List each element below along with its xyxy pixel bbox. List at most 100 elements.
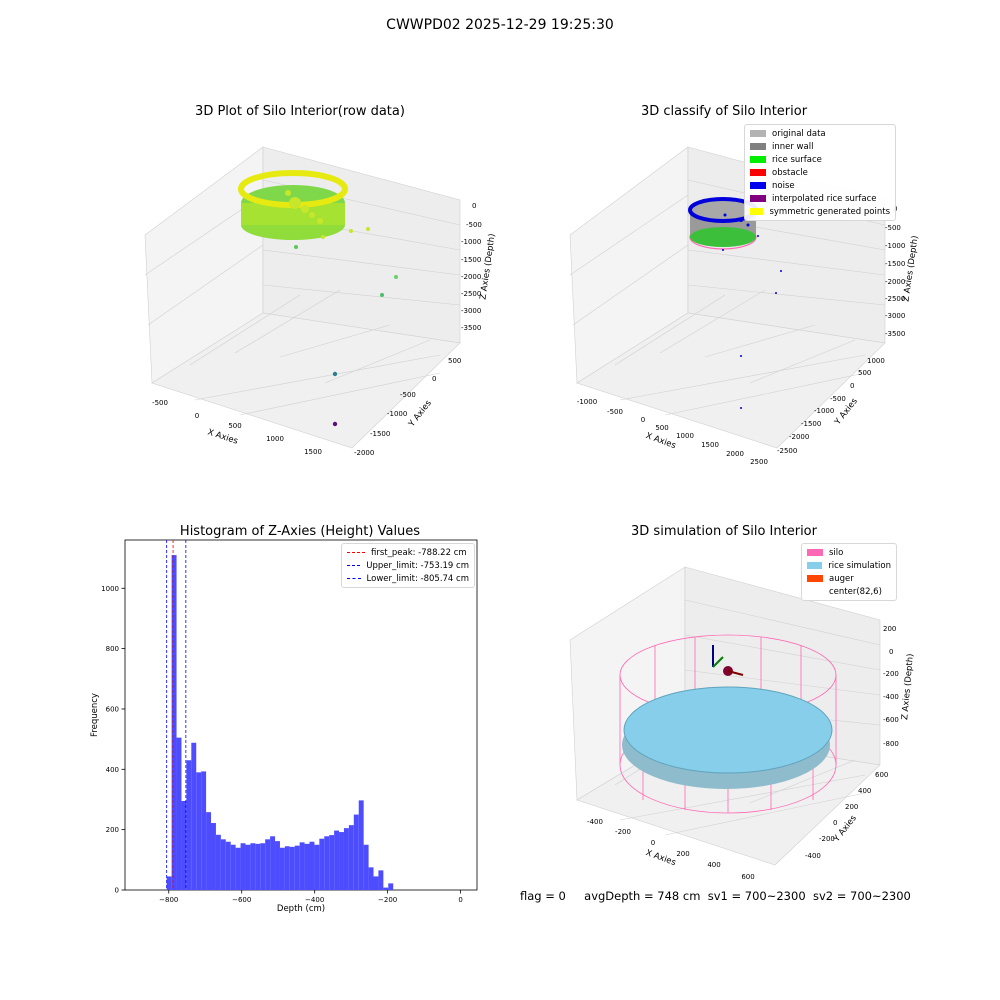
sim-ztick: 0 xyxy=(889,648,893,656)
legend-item-first-peak: first_peak: -788.22 cm xyxy=(347,546,469,559)
simulation-3d-plot: -400 -200 0 200 400 600 X Axies 600 400 … xyxy=(569,566,916,881)
raw-xtick: 0 xyxy=(195,412,199,420)
raw-ytick: -500 xyxy=(400,391,416,399)
raw-ztick: -1000 xyxy=(461,238,481,246)
y-tick-label: 0 xyxy=(115,887,119,895)
y-tick-label: 800 xyxy=(106,645,119,653)
raw-xtick: 1000 xyxy=(266,435,284,443)
histogram-ylabel: Frequency xyxy=(90,693,100,737)
sim-ytick: 200 xyxy=(845,803,858,811)
raw-xtick: 500 xyxy=(228,422,241,430)
legend-item-rice-simulation: rice simulation xyxy=(807,559,891,572)
legend-label: silo xyxy=(829,547,844,558)
legend-item-inner-wall: inner wall xyxy=(750,140,890,153)
flag-text: flag = 0 xyxy=(520,889,566,903)
sim-ylabel: Y Axies xyxy=(831,813,859,845)
histogram-bar xyxy=(378,870,384,890)
classify-xtick: 1000 xyxy=(676,432,694,440)
legend-swatch xyxy=(750,156,766,163)
raw-ztick: -500 xyxy=(466,221,482,229)
histogram-legend: first_peak: -788.22 cm Upper_limit: -753… xyxy=(341,543,475,588)
histogram-bar xyxy=(275,841,280,890)
raw-ylabel: Y Axies xyxy=(406,398,434,430)
sim-ytick: -400 xyxy=(805,852,821,860)
legend-label: auger xyxy=(829,573,854,584)
classify-xtick: -1000 xyxy=(577,398,597,406)
sim-xtick: 600 xyxy=(741,873,754,881)
legend-item-interpolated-rice-surface: interpolated rice surface xyxy=(750,192,890,205)
status-footer: flag = 0 avgDepth = 748 cm sv1 = 700~230… xyxy=(520,889,911,903)
legend-label: original data xyxy=(772,128,826,139)
histogram-bar xyxy=(166,876,172,890)
sim-ztick: -600 xyxy=(883,716,899,724)
legend-item-silo: silo xyxy=(807,546,891,559)
classify-xlabel: X Axies xyxy=(644,431,677,451)
histogram-bar xyxy=(250,843,256,890)
y-tick-label: 1000 xyxy=(101,585,119,593)
legend-swatch xyxy=(807,588,823,595)
sim-xtick: 0 xyxy=(651,839,655,847)
sim-xtick: -200 xyxy=(615,828,631,836)
classify-ztick: -3500 xyxy=(885,330,905,338)
sim-ytick: 0 xyxy=(833,819,837,827)
histogram-bar xyxy=(260,843,266,890)
legend-swatch xyxy=(807,549,823,556)
histogram-bar xyxy=(230,844,236,890)
histogram-bar xyxy=(299,842,305,890)
legend-label: center(82,6) xyxy=(829,586,882,597)
legend-dash xyxy=(347,552,365,553)
legend-label: first_peak: -788.22 cm xyxy=(371,547,467,558)
classify-ytick: 1000 xyxy=(867,357,885,365)
classify-ztick: -500 xyxy=(885,224,901,232)
classify-ztick: -2500 xyxy=(885,295,905,303)
histogram-bar xyxy=(373,876,379,890)
raw-ztick: -2000 xyxy=(461,273,481,281)
y-tick-label: 200 xyxy=(106,826,119,834)
sim-xtick: 400 xyxy=(707,861,720,869)
sim-ztick: 200 xyxy=(883,625,896,633)
sim-xlabel: X Axies xyxy=(644,848,677,868)
classify-xtick: 2000 xyxy=(726,450,744,458)
x-tick-label: −800 xyxy=(159,896,178,904)
y-tick-label: 600 xyxy=(106,705,119,713)
legend-item-symmetric-generated-points: symmetric generated points xyxy=(750,205,890,218)
legend-item-auger: auger xyxy=(807,572,891,585)
classify-xtick: 500 xyxy=(655,424,668,432)
legend-label: noise xyxy=(772,180,795,191)
legend-dash xyxy=(347,565,361,566)
histogram-bar xyxy=(368,867,374,890)
legend-item-lower-limit: Lower_limit: -805.74 cm xyxy=(347,572,469,585)
legend-item-upper-limit: Upper_limit: -753.19 cm xyxy=(347,559,469,572)
histogram-bar xyxy=(245,844,251,890)
legend-swatch xyxy=(750,208,764,215)
raw-plot-title: 3D Plot of Silo Interior(row data) xyxy=(195,104,405,119)
classify-ytick: -1000 xyxy=(814,407,834,415)
classify-xtick: 0 xyxy=(641,416,645,424)
sim-ztick: -200 xyxy=(883,670,899,678)
raw-ytick: -1500 xyxy=(370,430,390,438)
histogram-bar xyxy=(324,836,330,890)
histogram-bar xyxy=(319,838,325,890)
raw-ytick: 0 xyxy=(432,375,436,383)
sv1-text: sv1 = 700~2300 xyxy=(707,889,806,903)
x-tick-label: −600 xyxy=(232,896,251,904)
sim-ztick: -800 xyxy=(883,740,899,748)
x-tick-label: −200 xyxy=(378,896,397,904)
classify-ytick: -2000 xyxy=(789,433,809,441)
histogram-bar xyxy=(206,812,212,890)
legend-label: inner wall xyxy=(772,141,814,152)
classify-ztick: -3000 xyxy=(885,312,905,320)
legend-swatch xyxy=(750,130,766,137)
classify-3d-plot: -1000 -500 0 500 1000 1500 2000 2500 X A… xyxy=(569,146,921,466)
classify-ytick: -500 xyxy=(830,395,846,403)
legend-swatch xyxy=(750,143,766,150)
classify-ytick: 500 xyxy=(858,369,871,377)
classify-ytick: 0 xyxy=(850,382,854,390)
histogram-bar xyxy=(270,836,276,890)
legend-item-obstacle: obstacle xyxy=(750,166,890,179)
histogram-bar xyxy=(240,843,246,890)
histogram-bar xyxy=(348,825,354,890)
histogram-bar xyxy=(225,841,231,890)
simulation-plot-title: 3D simulation of Silo Interior xyxy=(631,524,817,539)
classify-xtick: -500 xyxy=(607,408,623,416)
